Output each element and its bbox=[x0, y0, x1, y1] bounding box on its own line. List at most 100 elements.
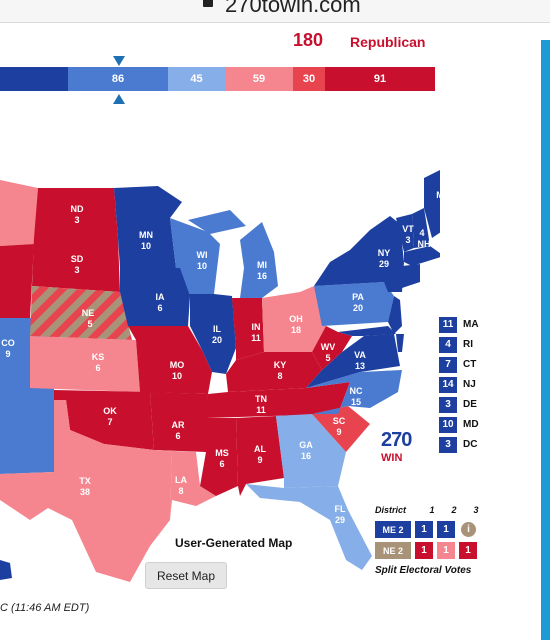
state-ks-shape[interactable] bbox=[30, 336, 140, 392]
url-text[interactable]: 270towin.com bbox=[225, 0, 361, 17]
bar-segment-lean-d[interactable]: 45 bbox=[168, 67, 225, 91]
state-vt-shape[interactable] bbox=[396, 214, 414, 252]
state-mn-shape[interactable] bbox=[114, 186, 182, 268]
state-ne-shape[interactable] bbox=[30, 286, 132, 340]
majority-marker-bottom-icon bbox=[113, 94, 125, 104]
state-label-ga: GA 16 bbox=[299, 440, 313, 461]
reset-map-button[interactable]: Reset Map bbox=[145, 562, 227, 589]
bar-segment-lean-r[interactable]: 59 bbox=[225, 67, 293, 91]
state-de-shape[interactable] bbox=[396, 334, 404, 352]
state-tx-shape[interactable] bbox=[0, 400, 172, 582]
state-ma-shape[interactable] bbox=[404, 246, 440, 266]
ne-ev-box: 7 bbox=[439, 356, 457, 373]
ne-row-ma[interactable]: 11 MA bbox=[439, 316, 479, 333]
split-header: District 1 2 3 bbox=[375, 505, 487, 517]
state-ct-shape[interactable] bbox=[402, 264, 420, 288]
state-ia-shape[interactable] bbox=[120, 268, 190, 326]
ne-row-de[interactable]: 3 DE bbox=[439, 396, 479, 413]
state-nm-shape[interactable] bbox=[0, 384, 54, 474]
ne-ev-box: 14 bbox=[439, 376, 457, 393]
ne-row-dc[interactable]: 3 DC bbox=[439, 436, 479, 453]
republican-label: Republican bbox=[350, 34, 426, 50]
district-cell[interactable]: 1 bbox=[415, 542, 433, 559]
state-label-wv: WV 5 bbox=[321, 342, 336, 363]
district-cell[interactable]: 1 bbox=[415, 521, 433, 538]
state-md-shape[interactable] bbox=[338, 326, 396, 336]
state-label-mo: MO 10 bbox=[170, 360, 185, 381]
ne-row-ri[interactable]: 4 RI bbox=[439, 336, 479, 353]
state-label-co: CO 9 bbox=[1, 338, 15, 359]
state-label-ar: AR 6 bbox=[172, 420, 185, 441]
state-mi-shape[interactable] bbox=[240, 222, 278, 298]
state-nj-shape[interactable] bbox=[388, 292, 402, 334]
browser-url-bar[interactable]: 270towin.com bbox=[0, 0, 550, 23]
ne-code: DC bbox=[463, 439, 478, 450]
state-label-nc: NC 15 bbox=[350, 386, 363, 407]
state-il-shape[interactable] bbox=[184, 294, 236, 374]
state-wy-shape[interactable] bbox=[0, 244, 34, 318]
state-in-shape[interactable] bbox=[232, 298, 264, 360]
state-label-sd: SD 3 bbox=[71, 254, 84, 275]
info-icon[interactable]: i bbox=[461, 522, 476, 537]
state-label-me: ME4 bbox=[436, 190, 440, 211]
bar-segment-safe-r[interactable]: 91 bbox=[325, 67, 435, 91]
state-nc-shape[interactable] bbox=[306, 370, 402, 414]
state-ms-shape[interactable] bbox=[200, 418, 238, 496]
state-nd-shape[interactable] bbox=[34, 188, 118, 238]
ne-row-ct[interactable]: 7 CT bbox=[439, 356, 479, 373]
ne-code: DE bbox=[463, 399, 477, 410]
district-cell[interactable]: 1 bbox=[437, 521, 455, 538]
state-wv-shape[interactable] bbox=[312, 326, 352, 370]
state-ky-shape[interactable] bbox=[226, 352, 322, 392]
state-la-shape[interactable] bbox=[154, 450, 216, 520]
state-fl-shape[interactable] bbox=[246, 484, 372, 570]
state-ok-shape[interactable] bbox=[54, 390, 154, 450]
state-label-ky: KY 8 bbox=[274, 360, 287, 381]
electoral-vote-bar: 86 45 59 30 91 bbox=[0, 67, 435, 91]
district-header: District bbox=[375, 505, 407, 515]
state-label-oh: OH 18 bbox=[289, 314, 303, 335]
state-nh-shape[interactable] bbox=[412, 208, 430, 248]
state-ga-shape[interactable] bbox=[276, 414, 346, 488]
state-pa-shape[interactable] bbox=[314, 282, 394, 326]
state-label-nh: 4 NH bbox=[418, 228, 431, 249]
district-cell[interactable]: 1 bbox=[459, 542, 477, 559]
state-ar-shape[interactable] bbox=[150, 392, 208, 452]
split-row-me2: ME 2 1 1 i bbox=[375, 521, 487, 538]
state-sc-shape[interactable] bbox=[312, 406, 370, 452]
state-mt-shape[interactable] bbox=[0, 180, 38, 246]
state-label-mn: MN 10 bbox=[139, 230, 153, 251]
ne-row-md[interactable]: 10 MD bbox=[439, 416, 479, 433]
state-tn-shape[interactable] bbox=[206, 382, 350, 418]
split-row-ne2: NE 2 1 1 1 bbox=[375, 542, 487, 559]
district-col-2: 2 bbox=[451, 505, 457, 515]
ne-code: NJ bbox=[463, 379, 476, 390]
state-ak-shape[interactable] bbox=[0, 560, 12, 580]
state-ny-shape[interactable] bbox=[314, 216, 404, 292]
map-type-label: User-Generated Map bbox=[175, 536, 293, 550]
ne-code: MD bbox=[463, 419, 479, 430]
district-col-1: 1 bbox=[429, 505, 435, 515]
bar-segment-likely-r[interactable]: 30 bbox=[293, 67, 325, 91]
ne-ev-box: 3 bbox=[439, 436, 457, 453]
district-cell[interactable]: 1 bbox=[437, 542, 455, 559]
bar-segment-safe-d[interactable] bbox=[0, 67, 68, 91]
state-mo-shape[interactable] bbox=[128, 326, 212, 394]
ne-code: MA bbox=[463, 319, 479, 330]
state-label-nd: ND 3 bbox=[71, 204, 84, 225]
timestamp: C (11:46 AM EDT) bbox=[0, 602, 90, 614]
state-va-shape[interactable] bbox=[306, 334, 400, 388]
state-label-sc: SC 9 bbox=[333, 416, 346, 437]
state-oh-shape[interactable] bbox=[262, 286, 326, 352]
state-label-ne: NE 5 bbox=[82, 308, 95, 329]
bar-segment-likely-d[interactable]: 86 bbox=[68, 67, 168, 91]
state-mi-upper-shape[interactable] bbox=[188, 210, 246, 234]
district-tag-ne2: NE 2 bbox=[375, 542, 411, 559]
state-me-shape[interactable] bbox=[424, 170, 440, 238]
state-label-ms: MS 6 bbox=[215, 448, 229, 469]
state-sd-shape[interactable] bbox=[32, 238, 120, 292]
270towin-logo[interactable]: 270 WIN bbox=[381, 430, 423, 466]
logo-number: 270 bbox=[381, 429, 412, 451]
ne-row-nj[interactable]: 14 NJ bbox=[439, 376, 479, 393]
state-al-shape[interactable] bbox=[236, 416, 284, 496]
